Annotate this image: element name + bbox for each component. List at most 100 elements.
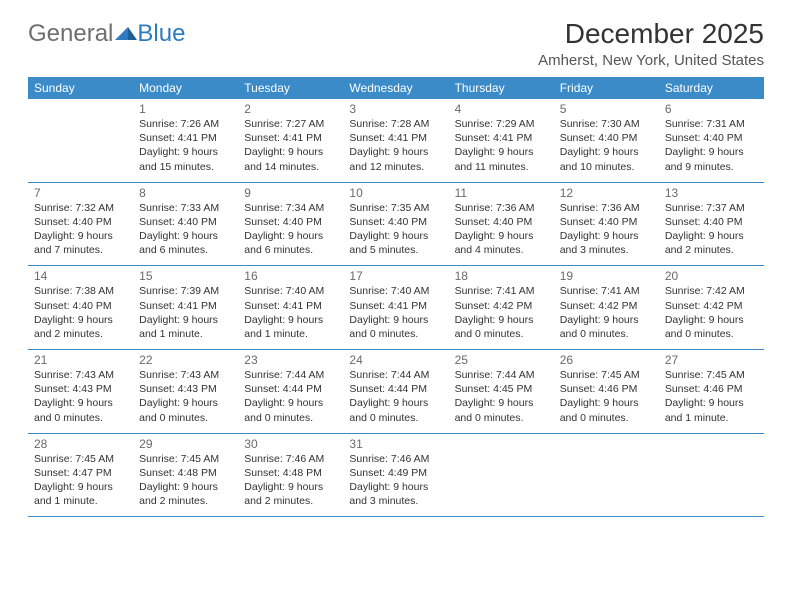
daylight-text: Daylight: 9 hours bbox=[665, 313, 758, 327]
calendar-empty-cell bbox=[659, 433, 764, 517]
daylight-text: and 11 minutes. bbox=[455, 160, 548, 174]
daylight-text: and 1 minute. bbox=[34, 494, 127, 508]
day-number: 11 bbox=[455, 186, 548, 200]
daylight-text: and 1 minute. bbox=[244, 327, 337, 341]
sunrise-text: Sunrise: 7:43 AM bbox=[34, 368, 127, 382]
sunrise-text: Sunrise: 7:26 AM bbox=[139, 117, 232, 131]
calendar-day-cell: 14Sunrise: 7:38 AMSunset: 4:40 PMDayligh… bbox=[28, 266, 133, 350]
sunrise-text: Sunrise: 7:28 AM bbox=[349, 117, 442, 131]
day-number: 26 bbox=[560, 353, 653, 367]
day-number: 3 bbox=[349, 102, 442, 116]
daylight-text: Daylight: 9 hours bbox=[139, 229, 232, 243]
calendar-day-cell: 21Sunrise: 7:43 AMSunset: 4:43 PMDayligh… bbox=[28, 350, 133, 434]
daylight-text: Daylight: 9 hours bbox=[244, 229, 337, 243]
daylight-text: and 9 minutes. bbox=[665, 160, 758, 174]
calendar-empty-cell bbox=[28, 99, 133, 182]
day-number: 13 bbox=[665, 186, 758, 200]
calendar-day-cell: 10Sunrise: 7:35 AMSunset: 4:40 PMDayligh… bbox=[343, 182, 448, 266]
sunset-text: Sunset: 4:40 PM bbox=[665, 131, 758, 145]
calendar-day-cell: 23Sunrise: 7:44 AMSunset: 4:44 PMDayligh… bbox=[238, 350, 343, 434]
weekday-header: Tuesday bbox=[238, 77, 343, 99]
daylight-text: and 0 minutes. bbox=[665, 327, 758, 341]
page-title: December 2025 bbox=[538, 18, 764, 50]
daylight-text: Daylight: 9 hours bbox=[139, 480, 232, 494]
daylight-text: and 15 minutes. bbox=[139, 160, 232, 174]
sunrise-text: Sunrise: 7:43 AM bbox=[139, 368, 232, 382]
daylight-text: Daylight: 9 hours bbox=[349, 145, 442, 159]
day-number: 2 bbox=[244, 102, 337, 116]
calendar-day-cell: 2Sunrise: 7:27 AMSunset: 4:41 PMDaylight… bbox=[238, 99, 343, 182]
calendar-week-row: 1Sunrise: 7:26 AM Sunset: 4:41 PM Daylight… bbox=[28, 99, 764, 182]
daylight-text: Daylight: 9 hours bbox=[34, 229, 127, 243]
day-number: 1 bbox=[139, 102, 232, 116]
day-number: 12 bbox=[560, 186, 653, 200]
weekday-header: Sunday bbox=[28, 77, 133, 99]
calendar-week-row: 28Sunrise: 7:45 AMSunset: 4:47 PMDayligh… bbox=[28, 433, 764, 517]
sunrise-text: Sunrise: 7:45 AM bbox=[665, 368, 758, 382]
day-number: 22 bbox=[139, 353, 232, 367]
day-number: 28 bbox=[34, 437, 127, 451]
daylight-text: and 0 minutes. bbox=[455, 411, 548, 425]
daylight-text: Daylight: 9 hours bbox=[455, 396, 548, 410]
header: General Blue December 2025 Amherst, New … bbox=[28, 18, 764, 69]
calendar-day-cell: 22Sunrise: 7:43 AMSunset: 4:43 PMDayligh… bbox=[133, 350, 238, 434]
sunset-text: Sunset: 4:42 PM bbox=[665, 299, 758, 313]
daylight-text: Daylight: 9 hours bbox=[665, 145, 758, 159]
sunset-text: Sunset: 4:48 PM bbox=[244, 466, 337, 480]
daylight-text: Daylight: 9 hours bbox=[139, 145, 232, 159]
calendar-day-cell: 5Sunrise: 7:30 AMSunset: 4:40 PMDaylight… bbox=[554, 99, 659, 182]
sunset-text: Sunset: 4:41 PM bbox=[139, 299, 232, 313]
daylight-text: Daylight: 9 hours bbox=[455, 229, 548, 243]
weekday-header: Wednesday bbox=[343, 77, 448, 99]
sunset-text: Sunset: 4:41 PM bbox=[455, 131, 548, 145]
sunset-text: Sunset: 4:40 PM bbox=[244, 215, 337, 229]
calendar-day-cell: 24Sunrise: 7:44 AMSunset: 4:44 PMDayligh… bbox=[343, 350, 448, 434]
calendar-day-cell: 1Sunrise: 7:26 AMSunset: 4:41 PMDaylight… bbox=[133, 99, 238, 182]
sunrise-text: Sunrise: 7:45 AM bbox=[34, 452, 127, 466]
daylight-text: and 1 minute. bbox=[665, 411, 758, 425]
daylight-text: and 0 minutes. bbox=[34, 411, 127, 425]
sunset-text: Sunset: 4:41 PM bbox=[244, 131, 337, 145]
day-number: 5 bbox=[560, 102, 653, 116]
sunrise-text: Sunrise: 7:46 AM bbox=[349, 452, 442, 466]
daylight-text: and 0 minutes. bbox=[349, 327, 442, 341]
calendar-empty-cell bbox=[554, 433, 659, 517]
daylight-text: and 0 minutes. bbox=[560, 327, 653, 341]
daylight-text: Daylight: 9 hours bbox=[244, 396, 337, 410]
sunrise-text: Sunrise: 7:44 AM bbox=[349, 368, 442, 382]
sunset-text: Sunset: 4:41 PM bbox=[244, 299, 337, 313]
sunrise-text: Sunrise: 7:41 AM bbox=[560, 284, 653, 298]
daylight-text: Daylight: 9 hours bbox=[349, 396, 442, 410]
sunset-text: Sunset: 4:43 PM bbox=[34, 382, 127, 396]
day-number: 10 bbox=[349, 186, 442, 200]
sunrise-text: Sunrise: 7:29 AM bbox=[455, 117, 548, 131]
sunrise-text: Sunrise: 7:44 AM bbox=[244, 368, 337, 382]
calendar-week-row: 14Sunrise: 7:38 AMSunset: 4:40 PMDayligh… bbox=[28, 266, 764, 350]
daylight-text: Daylight: 9 hours bbox=[560, 229, 653, 243]
calendar-day-cell: 9Sunrise: 7:34 AMSunset: 4:40 PMDaylight… bbox=[238, 182, 343, 266]
calendar-day-cell: 28Sunrise: 7:45 AMSunset: 4:47 PMDayligh… bbox=[28, 433, 133, 517]
sunset-text: Sunset: 4:43 PM bbox=[139, 382, 232, 396]
calendar-week-row: 21Sunrise: 7:43 AMSunset: 4:43 PMDayligh… bbox=[28, 350, 764, 434]
calendar-day-cell: 7Sunrise: 7:32 AMSunset: 4:40 PMDaylight… bbox=[28, 182, 133, 266]
daylight-text: and 12 minutes. bbox=[349, 160, 442, 174]
calendar-day-cell: 16Sunrise: 7:40 AMSunset: 4:41 PMDayligh… bbox=[238, 266, 343, 350]
day-number: 6 bbox=[665, 102, 758, 116]
day-number: 7 bbox=[34, 186, 127, 200]
calendar-day-cell: 11Sunrise: 7:36 AMSunset: 4:40 PMDayligh… bbox=[449, 182, 554, 266]
daylight-text: Daylight: 9 hours bbox=[560, 396, 653, 410]
calendar-day-cell: 6Sunrise: 7:31 AMSunset: 4:40 PMDaylight… bbox=[659, 99, 764, 182]
daylight-text: Daylight: 9 hours bbox=[665, 396, 758, 410]
daylight-text: Daylight: 9 hours bbox=[244, 480, 337, 494]
calendar-day-cell: 15Sunrise: 7:39 AMSunset: 4:41 PMDayligh… bbox=[133, 266, 238, 350]
calendar-day-cell: 29Sunrise: 7:45 AMSunset: 4:48 PMDayligh… bbox=[133, 433, 238, 517]
logo-triangle-icon bbox=[115, 22, 137, 46]
day-number: 19 bbox=[560, 269, 653, 283]
sunrise-text: Sunrise: 7:46 AM bbox=[244, 452, 337, 466]
day-number: 20 bbox=[665, 269, 758, 283]
sunset-text: Sunset: 4:44 PM bbox=[244, 382, 337, 396]
day-number: 16 bbox=[244, 269, 337, 283]
daylight-text: and 3 minutes. bbox=[560, 243, 653, 257]
day-number: 27 bbox=[665, 353, 758, 367]
sunrise-text: Sunrise: 7:37 AM bbox=[665, 201, 758, 215]
